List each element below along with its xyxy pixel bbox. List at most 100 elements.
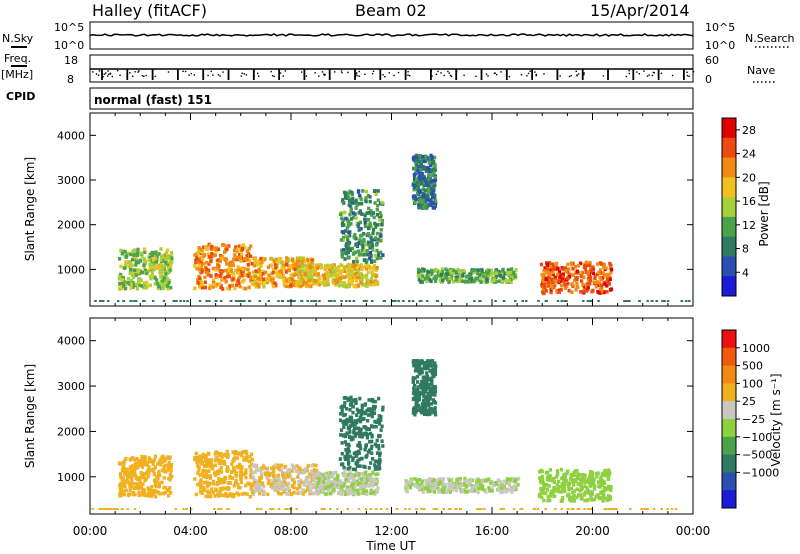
velocity-echo-cell	[541, 487, 545, 491]
velocity-echo-cell	[421, 375, 425, 380]
velocity-echo-cell	[196, 482, 200, 487]
power-echo-cell	[260, 260, 264, 264]
power-echo-cell	[197, 246, 201, 250]
power-echo-cell	[121, 276, 125, 280]
power-echo-cell	[351, 196, 355, 201]
velocity-echo-cell	[220, 477, 225, 482]
velocity-echo-cell	[374, 424, 378, 429]
power-echo-cell	[506, 272, 510, 276]
velocity-ground-cell	[478, 508, 481, 510]
velocity-ground-cell	[105, 508, 109, 510]
velocity-echo-cell	[368, 472, 372, 477]
power-echo-cell	[346, 250, 350, 255]
velocity-echo-cell	[158, 458, 162, 462]
velocity-echo-cell	[367, 466, 371, 470]
velocity-echo-cell	[412, 388, 416, 393]
power-echo-cell	[214, 273, 218, 277]
velocity-echo-cell	[148, 491, 152, 495]
velocity-echo-cell	[420, 370, 424, 375]
velocity-echo-cell	[244, 483, 248, 488]
power-y-label: Slant Range [km]	[23, 157, 37, 261]
power-echo-cell	[380, 200, 384, 205]
nave-dot	[190, 72, 192, 75]
power-echo-cell	[296, 256, 300, 260]
velocity-echo-cell	[166, 463, 170, 467]
power-echo-cell	[204, 261, 209, 265]
power-echo-cell	[233, 286, 237, 291]
velocity-echo-cell	[324, 492, 328, 496]
velocity-echo-cell	[450, 482, 454, 487]
cpid-label: CPID	[6, 90, 35, 103]
power-echo-cell	[270, 278, 274, 282]
power-echo-cell	[480, 270, 484, 275]
velocity-echo-cell	[232, 484, 236, 488]
power-echo-cell	[241, 243, 245, 247]
velocity-colorbar-tick-label: −100	[742, 431, 772, 444]
velocity-echo-cell	[479, 486, 483, 491]
velocity-echo-cell	[579, 493, 583, 497]
velocity-echo-cell	[307, 482, 312, 487]
power-echo-cell	[558, 279, 562, 283]
velocity-echo-cell	[312, 468, 317, 472]
power-echo-cell	[350, 246, 355, 251]
power-ground-cell	[402, 300, 405, 302]
power-echo-cell	[339, 276, 343, 280]
nave-dot	[607, 70, 609, 72]
velocity-echo-cell	[497, 488, 501, 493]
power-ground-cell	[436, 300, 440, 302]
power-echo-cell	[376, 203, 380, 208]
velocity-echo-cell	[352, 479, 357, 483]
power-ground-cell	[364, 300, 368, 302]
power-echo-cell	[254, 269, 258, 273]
velocity-echo-cell	[369, 446, 374, 451]
power-echo-cell	[195, 260, 200, 264]
power-echo-cell	[244, 286, 248, 291]
velocity-echo-cell	[139, 475, 143, 480]
power-echo-cell	[432, 193, 436, 197]
nave-dot	[97, 74, 100, 76]
nave-dot	[636, 71, 638, 73]
power-echo-cell	[289, 283, 293, 288]
velocity-echo-cell	[168, 486, 172, 490]
velocity-echo-cell	[353, 467, 357, 472]
power-echo-cell	[509, 280, 513, 285]
velocity-echo-cell	[356, 418, 361, 422]
velocity-echo-cell	[250, 457, 254, 462]
velocity-echo-cell	[370, 480, 374, 484]
power-echo-cell	[218, 282, 222, 286]
power-echo-cell	[609, 288, 613, 292]
power-echo-cell	[375, 248, 379, 253]
power-echo-cell	[586, 270, 590, 275]
velocity-echo-cell	[145, 471, 149, 475]
power-echo-cell	[492, 277, 496, 281]
velocity-echo-cell	[297, 483, 301, 487]
velocity-colorbar-label: Velocity [m s⁻¹]	[769, 373, 783, 466]
velocity-echo-cell	[426, 366, 430, 370]
power-echo-cell	[129, 286, 133, 290]
velocity-echo-cell	[199, 484, 204, 488]
power-echo-cell	[148, 262, 152, 267]
nave-dot	[456, 70, 458, 73]
velocity-echo-cell	[248, 464, 252, 469]
power-echo-cell	[239, 259, 243, 263]
power-echo-cell	[428, 278, 432, 282]
power-echo-cell	[438, 278, 442, 283]
power-echo-cell	[132, 272, 136, 276]
velocity-echo-cell	[214, 450, 218, 454]
power-echo-cell	[598, 261, 603, 265]
velocity-echo-cell	[538, 476, 542, 480]
velocity-echo-cell	[487, 477, 491, 482]
power-echo-cell	[362, 232, 366, 236]
power-echo-cell	[431, 206, 435, 210]
velocity-echo-cell	[327, 474, 331, 479]
velocity-echo-cell	[348, 408, 352, 412]
power-echo-cell	[343, 196, 348, 200]
velocity-echo-cell	[430, 377, 434, 381]
velocity-echo-cell	[431, 480, 435, 484]
power-echo-cell	[370, 240, 374, 244]
velocity-echo-cell	[262, 484, 266, 489]
power-echo-cell	[346, 272, 350, 276]
velocity-echo-cell	[124, 457, 128, 461]
velocity-echo-cell	[378, 453, 382, 458]
velocity-echo-cell	[360, 477, 364, 481]
